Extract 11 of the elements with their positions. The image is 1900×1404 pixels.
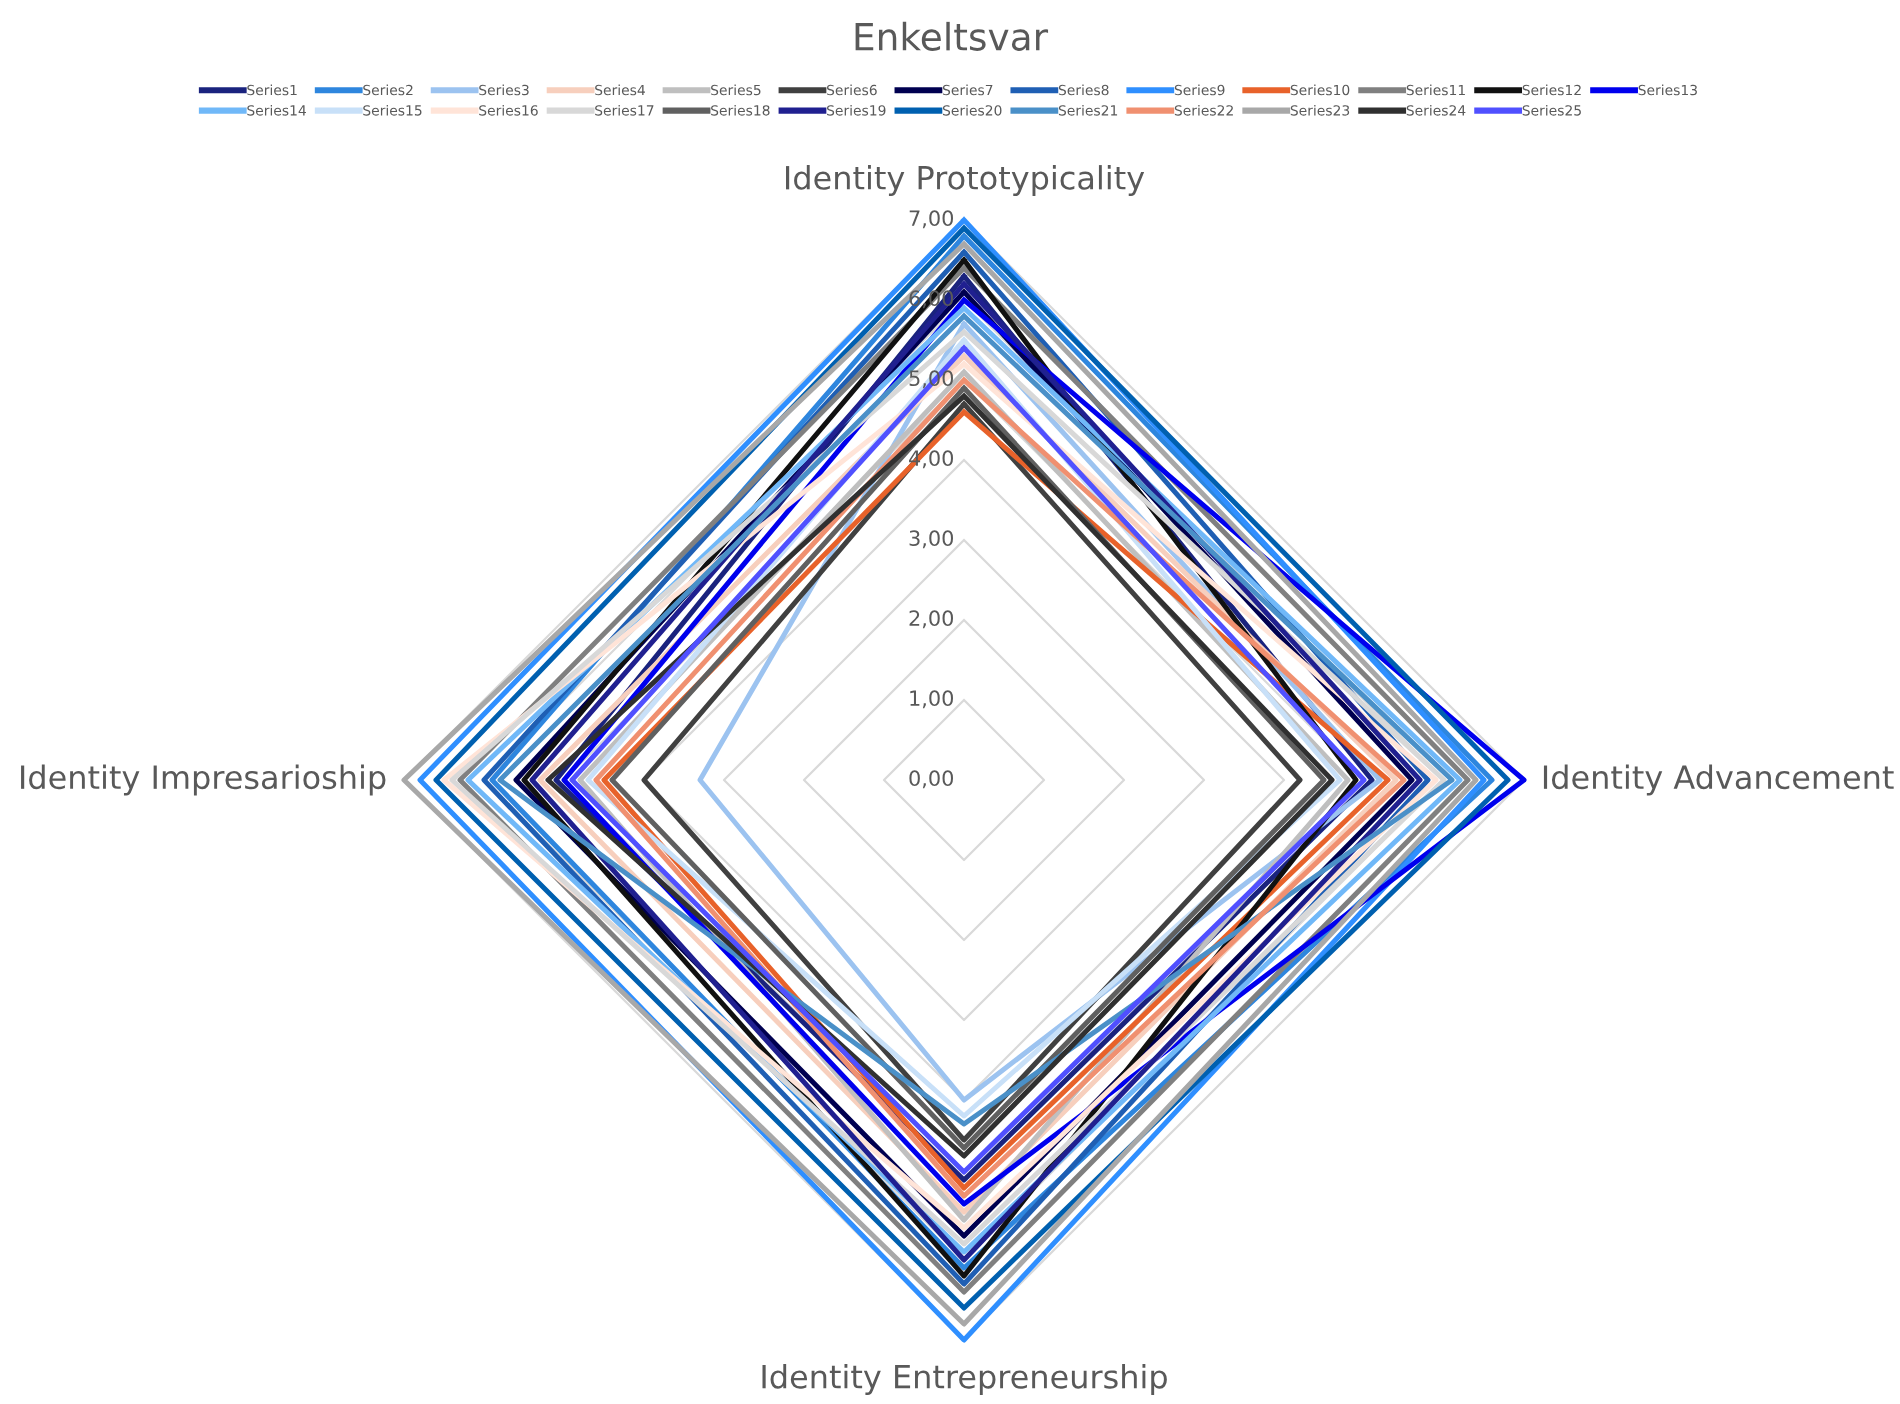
y-tick-label: 1,00 bbox=[910, 690, 954, 709]
y-tick-label: 2,00 bbox=[909, 610, 954, 629]
y-tick-label: 7,00 bbox=[909, 210, 954, 229]
spoke-label: Identity Impresarioship bbox=[21, 764, 386, 796]
spoke-label: Identity Prototypicality bbox=[786, 165, 1145, 196]
y-tick-label: 3,00 bbox=[909, 530, 954, 549]
chart-title: Enkeltsvar bbox=[855, 21, 1049, 51]
spoke-label: Identity Entrepreneurship bbox=[762, 1364, 1167, 1395]
spoke-label: Identity Advancement bbox=[1543, 764, 1894, 796]
y-tick-label: 6,00 bbox=[909, 290, 954, 309]
y-tick-label: 0,00 bbox=[909, 770, 954, 789]
